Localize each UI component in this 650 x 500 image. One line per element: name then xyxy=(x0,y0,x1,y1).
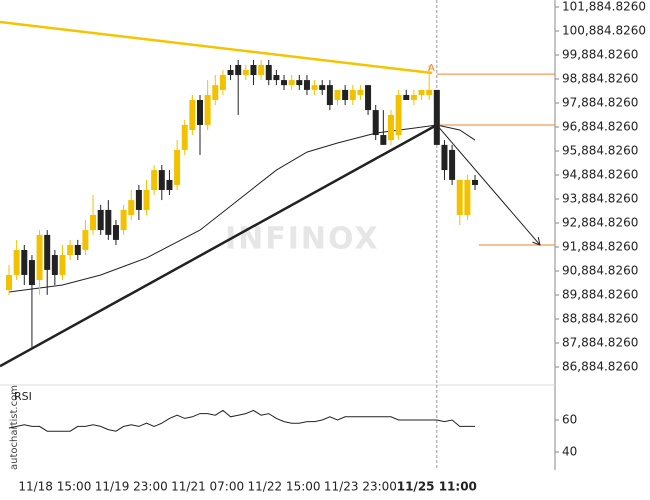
x-tick-label: 11/21 07:00 xyxy=(171,480,244,494)
candle-body xyxy=(51,255,58,275)
candle-body xyxy=(242,70,249,76)
candle-body xyxy=(212,85,219,101)
rsi-title: RSI xyxy=(14,390,32,403)
candle-body xyxy=(143,190,150,210)
y-tick-label: 90,884.8260 xyxy=(562,264,638,278)
y-tick-label: 101,884.8260 xyxy=(562,0,646,14)
candle-body xyxy=(74,244,81,256)
y-tick-label: 97,884.8260 xyxy=(562,96,638,110)
y-tick-label: 96,884.8260 xyxy=(562,120,638,134)
candle-body xyxy=(395,94,402,136)
candle-body xyxy=(166,179,173,191)
candle-body xyxy=(303,80,310,90)
candle-body xyxy=(44,234,51,270)
x-tick-label: 11/19 23:00 xyxy=(95,480,168,494)
x-tick-label: 11/23 23:00 xyxy=(324,480,397,494)
pattern-marker: A xyxy=(428,63,435,74)
candle-body xyxy=(288,80,295,86)
trend-line xyxy=(0,123,438,368)
watermark: INFINOX xyxy=(225,222,380,257)
candle-body xyxy=(433,89,440,145)
y-tick-label: 99,884.8260 xyxy=(562,48,638,62)
candle-body xyxy=(97,209,104,231)
candle-body xyxy=(410,94,417,101)
candle-body xyxy=(441,144,448,171)
x-tick-label: 11/25 11:00 xyxy=(397,480,477,494)
candle-body xyxy=(357,89,364,95)
y-tick-label: 95,884.8260 xyxy=(562,144,638,158)
candle-body xyxy=(120,209,127,231)
candle-body xyxy=(21,250,28,275)
y-tick-label: 86,884.8260 xyxy=(562,360,638,374)
candle-body xyxy=(426,89,433,95)
candle-body xyxy=(334,89,341,101)
candle-body xyxy=(28,260,35,286)
candle-body xyxy=(235,64,242,76)
y-tick-label: 40 xyxy=(562,445,577,459)
forecast-arrow xyxy=(436,124,541,246)
candle-body xyxy=(258,64,265,76)
candle-body xyxy=(311,85,318,90)
candle-body xyxy=(273,75,280,81)
candle-body xyxy=(403,94,410,101)
candle-body xyxy=(219,75,226,90)
candle-body xyxy=(174,149,181,185)
candle-body xyxy=(90,214,97,231)
candle-body xyxy=(464,179,471,215)
moving-average xyxy=(8,124,476,293)
y-tick-label: 100,884.8260 xyxy=(562,24,646,38)
candle-body xyxy=(472,179,479,185)
candle-body xyxy=(158,170,165,191)
candle-body xyxy=(342,89,349,101)
candle-body xyxy=(456,179,463,215)
trend-line xyxy=(0,20,433,75)
candle-body xyxy=(326,85,333,106)
y-tick-label: 91,884.8260 xyxy=(562,240,638,254)
candle-body xyxy=(128,200,135,215)
y-tick-label: 88,884.8260 xyxy=(562,312,638,326)
candle-body xyxy=(151,170,158,191)
candle-body xyxy=(196,100,203,125)
candle-body xyxy=(372,110,379,136)
candle-body xyxy=(6,274,13,291)
candle-body xyxy=(250,64,257,76)
y-tick-label: 98,884.8260 xyxy=(562,72,638,86)
candle-body xyxy=(296,80,303,86)
candle-body xyxy=(349,89,356,101)
candle-body xyxy=(227,70,234,76)
y-tick-label: 92,884.8260 xyxy=(562,216,638,230)
y-tick-label: 87,884.8260 xyxy=(562,336,638,350)
x-tick-label: 11/18 15:00 xyxy=(18,480,91,494)
y-tick-label: 94,884.8260 xyxy=(562,168,638,182)
candle-body xyxy=(281,80,288,86)
candle-body xyxy=(418,89,425,95)
candle-body xyxy=(36,234,43,281)
candle-body xyxy=(82,230,89,251)
candle-body xyxy=(105,209,112,235)
candle-body xyxy=(265,64,272,81)
candle-body xyxy=(112,225,119,240)
rsi-line xyxy=(8,409,476,432)
y-tick-label: 60 xyxy=(562,413,577,427)
candle-body xyxy=(365,85,372,111)
candle-body xyxy=(449,149,456,180)
candle-body xyxy=(181,124,188,150)
candle-body xyxy=(13,250,20,275)
candle-body xyxy=(387,114,394,141)
source: autochartist.com xyxy=(9,385,20,470)
y-tick-label: 93,884.8260 xyxy=(562,192,638,206)
y-tick-label: 89,884.8260 xyxy=(562,288,638,302)
candle-body xyxy=(189,100,196,131)
candle-body xyxy=(319,85,326,90)
candle-body xyxy=(204,94,211,125)
candle-body xyxy=(67,244,74,256)
candle-body xyxy=(135,190,142,210)
arrow-head xyxy=(532,237,541,246)
x-tick-label: 11/22 15:00 xyxy=(248,480,321,494)
candle-body xyxy=(380,135,387,145)
candle-body xyxy=(59,255,66,275)
